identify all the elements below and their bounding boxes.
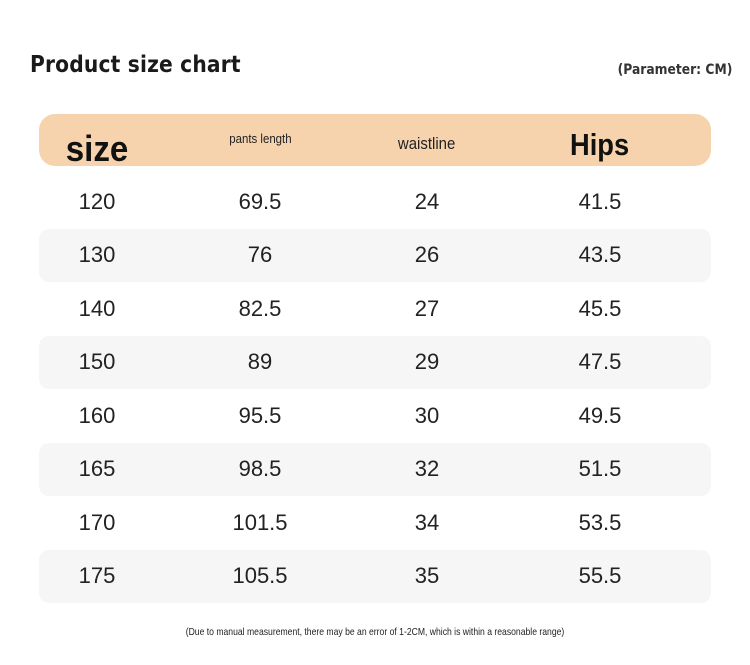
cell-pants-length: 101.5	[155, 496, 365, 550]
header-cell-hips: Hips	[489, 114, 711, 166]
header-cell-waistline: waistline	[365, 114, 489, 166]
table-body: 120 69.5 24 41.5 130 76 26 43.5 140 82.5…	[39, 175, 711, 603]
cell-pants-length: 98.5	[155, 443, 365, 497]
cell-value: 35	[414, 563, 440, 589]
cell-pants-length: 69.5	[155, 175, 365, 229]
cell-value: 130	[78, 242, 116, 268]
cell-value: 82.5	[238, 295, 282, 321]
cell-pants-length: 89	[155, 336, 365, 390]
cell-waistline: 29	[365, 336, 489, 390]
cell-hips: 43.5	[489, 229, 711, 283]
cell-value: 53.5	[578, 509, 622, 535]
cell-hips: 53.5	[489, 496, 711, 550]
cell-hips: 47.5	[489, 336, 711, 390]
cell-size: 165	[39, 443, 155, 497]
cell-value: 175	[78, 563, 116, 589]
cell-value: 30	[414, 402, 440, 428]
cell-value: 140	[78, 295, 116, 321]
cell-value: 160	[78, 402, 116, 428]
measurement-note: (Due to manual measurement, there may be…	[185, 626, 565, 638]
cell-value: 55.5	[578, 563, 622, 589]
cell-hips: 41.5	[489, 175, 711, 229]
cell-size: 150	[39, 336, 155, 390]
cell-value: 150	[78, 349, 116, 375]
cell-waistline: 27	[365, 282, 489, 336]
cell-waistline: 32	[365, 443, 489, 497]
cell-value: 24	[414, 188, 440, 214]
size-table: size pants length waistline Hips 120 69.…	[39, 114, 711, 603]
cell-value: 45.5	[578, 295, 622, 321]
cell-value: 89	[247, 349, 273, 375]
cell-value: 98.5	[238, 456, 282, 482]
cell-value: 32	[414, 456, 440, 482]
cell-size: 130	[39, 229, 155, 283]
table-header: size pants length waistline Hips	[39, 114, 711, 169]
cell-size: 170	[39, 496, 155, 550]
table-row: 120 69.5 24 41.5	[39, 175, 711, 229]
cell-size: 175	[39, 550, 155, 604]
cell-size: 160	[39, 389, 155, 443]
table-row: 170 101.5 34 53.5	[39, 496, 711, 550]
cell-value: 120	[78, 188, 116, 214]
cell-hips: 51.5	[489, 443, 711, 497]
table-row: 130 76 26 43.5	[39, 228, 711, 283]
table-row: 150 89 29 47.5	[39, 335, 711, 390]
cell-value: 165	[78, 456, 116, 482]
cell-value: 170	[78, 509, 116, 535]
table-row: 140 82.5 27 45.5	[39, 282, 711, 336]
cell-pants-length: 105.5	[155, 550, 365, 604]
cell-size: 140	[39, 282, 155, 336]
header-cell-size: size	[39, 114, 155, 169]
cell-pants-length: 76	[155, 229, 365, 283]
cell-value: 51.5	[578, 456, 622, 482]
table-row: 160 95.5 30 49.5	[39, 389, 711, 443]
cell-value: 29	[414, 349, 440, 375]
cell-hips: 49.5	[489, 389, 711, 443]
cell-size: 120	[39, 175, 155, 229]
header-size-label: size	[65, 128, 129, 169]
cell-hips: 55.5	[489, 550, 711, 604]
cell-value: 69.5	[238, 188, 282, 214]
cell-value: 26	[414, 242, 440, 268]
page-title: Product size chart	[30, 52, 241, 78]
header-cell-pants-length: pants length	[155, 114, 365, 166]
cell-value: 41.5	[578, 188, 622, 214]
cell-value: 27	[414, 295, 440, 321]
cell-waistline: 24	[365, 175, 489, 229]
parameter-unit: (Parameter: CM)	[617, 62, 732, 78]
cell-value: 43.5	[578, 242, 622, 268]
cell-value: 101.5	[232, 509, 288, 535]
header-hips-label: Hips	[570, 127, 630, 162]
cell-waistline: 30	[365, 389, 489, 443]
cell-waistline: 35	[365, 550, 489, 604]
header-pants-length-label: pants length	[228, 130, 292, 146]
header-waistline-label: waistline	[398, 134, 456, 153]
cell-value: 49.5	[578, 402, 622, 428]
cell-waistline: 26	[365, 229, 489, 283]
cell-value: 105.5	[232, 563, 288, 589]
cell-value: 76	[247, 242, 273, 268]
cell-pants-length: 82.5	[155, 282, 365, 336]
table-row: 165 98.5 32 51.5	[39, 442, 711, 497]
cell-hips: 45.5	[489, 282, 711, 336]
cell-value: 47.5	[578, 349, 622, 375]
cell-value: 34	[414, 509, 440, 535]
cell-value: 95.5	[238, 402, 282, 428]
cell-waistline: 34	[365, 496, 489, 550]
table-row: 175 105.5 35 55.5	[39, 549, 711, 604]
cell-pants-length: 95.5	[155, 389, 365, 443]
